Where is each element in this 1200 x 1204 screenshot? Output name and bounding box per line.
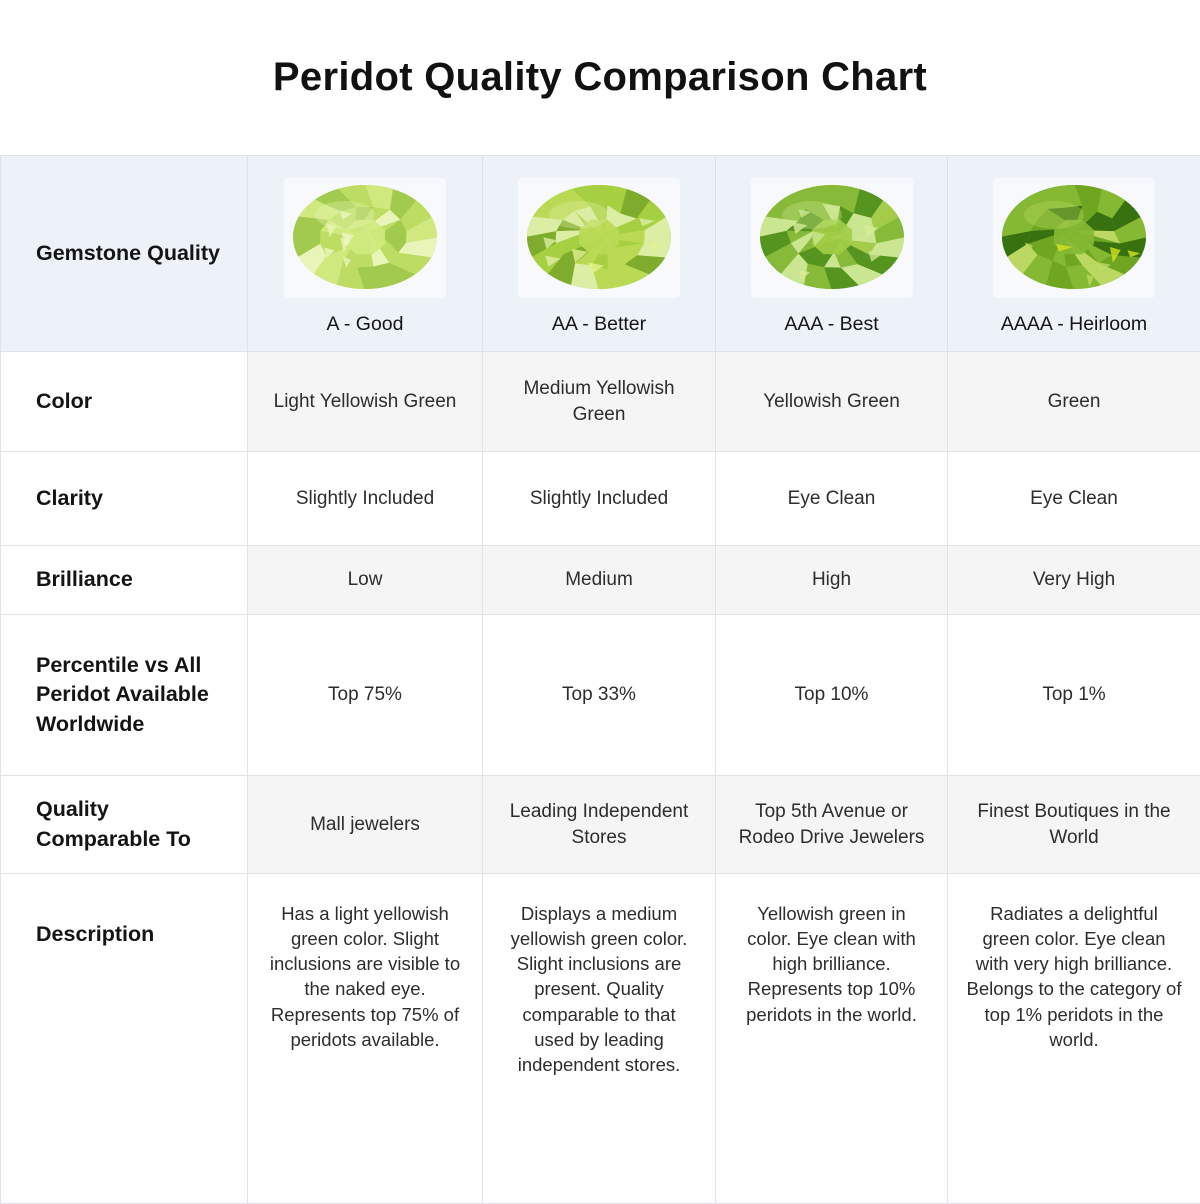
table-row-description: Description Has a light yellowish green … xyxy=(1,874,1200,1204)
grade-cell-aa: AA - Better xyxy=(483,156,716,352)
percentile-value-aaa: Top 10% xyxy=(716,615,948,776)
comparable-value-aa: Leading Independent Stores xyxy=(483,776,716,874)
peridot-gem-icon-aaaa-heirloom xyxy=(999,182,1149,294)
grade-label-aaaa: AAAA - Heirloom xyxy=(948,313,1200,336)
clarity-value-aaaa: Eye Clean xyxy=(948,452,1200,546)
brilliance-value-aaa: High xyxy=(716,546,948,615)
row-label-percentile: Percentile vs All Peridot Available Worl… xyxy=(1,615,248,776)
brilliance-value-aaaa: Very High xyxy=(948,546,1200,615)
grade-label-aaa: AAA - Best xyxy=(716,313,947,336)
peridot-gem-icon-a-good xyxy=(290,182,440,294)
row-label-comparable: Quality Comparable To xyxy=(1,776,248,874)
table-row-clarity: Clarity Slightly Included Slightly Inclu… xyxy=(1,452,1200,546)
description-value-a: Has a light yellowish green color. Sligh… xyxy=(248,874,483,1204)
brilliance-value-a: Low xyxy=(248,546,483,615)
grade-cell-aaaa: AAAA - Heirloom xyxy=(948,156,1200,352)
title-bar: Peridot Quality Comparison Chart xyxy=(0,0,1200,155)
grade-cell-a: A - Good xyxy=(248,156,483,352)
peridot-gem-icon-aaa-best xyxy=(757,182,907,294)
comparison-table: Gemstone Quality A - Good AA - Better AA… xyxy=(0,155,1200,1204)
comparable-value-aaa: Top 5th Avenue or Rodeo Drive Jewelers xyxy=(716,776,948,874)
color-value-aaa: Yellowish Green xyxy=(716,352,948,452)
table-row-brilliance: Brilliance Low Medium High Very High xyxy=(1,546,1200,615)
percentile-value-a: Top 75% xyxy=(248,615,483,776)
comparable-value-aaaa: Finest Boutiques in the World xyxy=(948,776,1200,874)
row-label-description: Description xyxy=(1,874,248,1204)
table-row-gemstone-quality: Gemstone Quality A - Good AA - Better AA… xyxy=(1,156,1200,352)
comparable-value-a: Mall jewelers xyxy=(248,776,483,874)
row-label-clarity: Clarity xyxy=(1,452,248,546)
page-title: Peridot Quality Comparison Chart xyxy=(273,55,927,100)
clarity-value-aa: Slightly Included xyxy=(483,452,716,546)
percentile-value-aa: Top 33% xyxy=(483,615,716,776)
row-label-color: Color xyxy=(1,352,248,452)
description-value-aa: Displays a medium yellowish green color.… xyxy=(483,874,716,1204)
clarity-value-aaa: Eye Clean xyxy=(716,452,948,546)
grade-label-aa: AA - Better xyxy=(483,313,715,336)
grade-label-a: A - Good xyxy=(248,313,482,336)
clarity-value-a: Slightly Included xyxy=(248,452,483,546)
peridot-gem-icon-aa-better xyxy=(524,182,674,294)
percentile-value-aaaa: Top 1% xyxy=(948,615,1200,776)
row-label-brilliance: Brilliance xyxy=(1,546,248,615)
table-row-color: Color Light Yellowish Green Medium Yello… xyxy=(1,352,1200,452)
row-label-gemstone-quality: Gemstone Quality xyxy=(1,156,248,352)
color-value-aaaa: Green xyxy=(948,352,1200,452)
color-value-aa: Medium Yellowish Green xyxy=(483,352,716,452)
table-row-comparable: Quality Comparable To Mall jewelers Lead… xyxy=(1,776,1200,874)
color-value-a: Light Yellowish Green xyxy=(248,352,483,452)
brilliance-value-aa: Medium xyxy=(483,546,716,615)
grade-cell-aaa: AAA - Best xyxy=(716,156,948,352)
table-row-percentile: Percentile vs All Peridot Available Worl… xyxy=(1,615,1200,776)
description-value-aaa: Yellowish green in color. Eye clean with… xyxy=(716,874,948,1204)
description-value-aaaa: Radiates a delightful green color. Eye c… xyxy=(948,874,1200,1204)
